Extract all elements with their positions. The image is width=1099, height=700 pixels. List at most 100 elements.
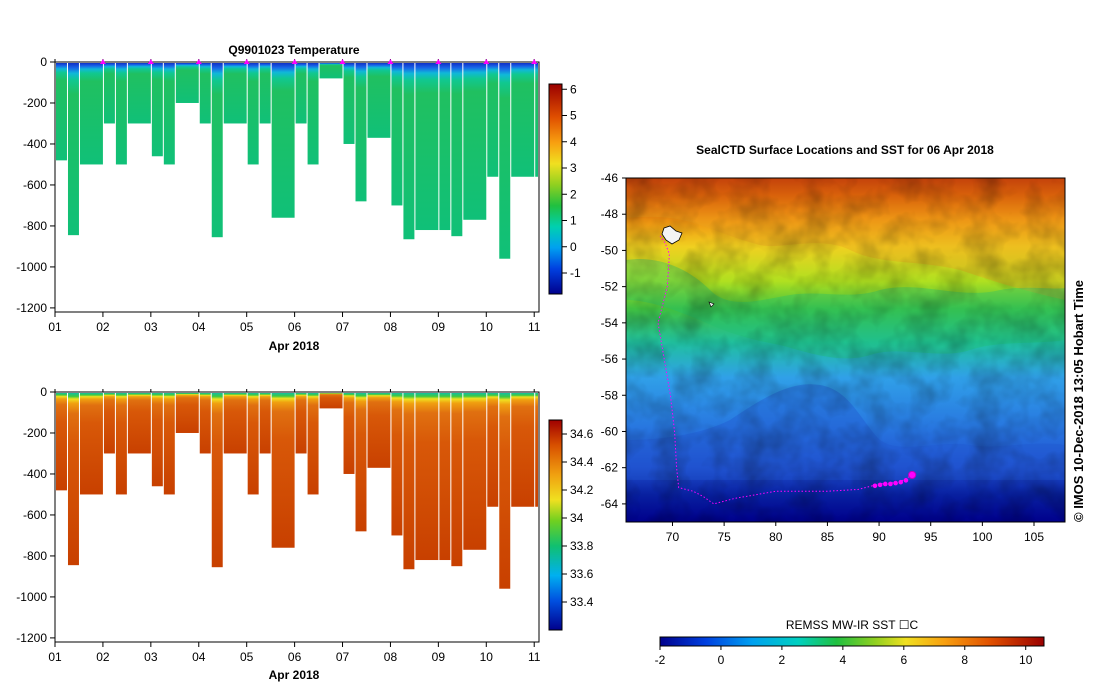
y-tick-label: -200 <box>23 96 47 110</box>
colorbar-tick-label: 33.6 <box>570 567 594 581</box>
colorbar-tick-label: 2 <box>570 187 577 201</box>
surface-markers <box>99 59 538 64</box>
profile-column <box>79 63 103 165</box>
x-tick-label: 01 <box>48 320 62 334</box>
profile-column <box>355 393 367 532</box>
sst-map-lat-ticks: -46 -48 -50 -52 -54 -56 -58 -60 -62 -64 <box>601 171 626 511</box>
colorbar-tick-label: 0 <box>570 240 577 254</box>
profile-column <box>295 393 307 454</box>
lat-tick-label: -56 <box>601 352 619 366</box>
temperature-colorbar-ticks: -1 0 1 2 3 4 5 6 <box>562 82 581 280</box>
temperature-colorbar <box>548 83 563 295</box>
imos-credit: © IMOS 10-Dec-2018 13:05 Hobart Time <box>1071 280 1086 522</box>
profile-column <box>307 63 319 165</box>
y-tick-label: -600 <box>23 178 47 192</box>
track-point <box>898 479 904 485</box>
animal-track <box>657 235 917 505</box>
last-position-marker <box>908 470 917 480</box>
sst-map-frame <box>625 177 1066 523</box>
profile-column <box>367 63 391 138</box>
lat-tick-label: -64 <box>601 497 619 511</box>
lon-tick-label: 70 <box>666 530 680 544</box>
profile-column <box>451 393 463 567</box>
profile-column <box>56 393 67 491</box>
x-tick-label: 03 <box>144 650 158 664</box>
x-tick-label: 04 <box>192 650 206 664</box>
surface-marker <box>99 59 106 64</box>
profile-column <box>439 393 451 561</box>
y-tick-label: -1200 <box>16 631 47 645</box>
profile-column <box>463 393 487 550</box>
heard-island <box>708 301 715 308</box>
lon-tick-label: 95 <box>924 530 938 544</box>
lon-tick-label: 80 <box>769 530 783 544</box>
profile-column <box>499 393 511 589</box>
y-tick-label: -200 <box>23 426 47 440</box>
y-tick-label: -1200 <box>16 301 47 315</box>
profile-column <box>511 63 535 177</box>
track-point <box>872 483 878 489</box>
salinity-x-label: Apr 2018 <box>269 668 320 682</box>
profile-column <box>391 393 403 536</box>
profile-column <box>199 393 211 454</box>
profile-column <box>247 393 259 495</box>
kerguelen-island <box>661 225 683 245</box>
profile-column <box>175 393 199 433</box>
lon-tick-label: 85 <box>821 530 835 544</box>
profile-column <box>343 63 355 144</box>
y-tick-label: -1000 <box>16 260 47 274</box>
lat-tick-label: -58 <box>601 388 619 402</box>
temperature-x-ticks: 01 02 03 04 05 06 07 08 09 10 11 <box>48 59 541 334</box>
x-tick-label: 08 <box>384 320 398 334</box>
temperature-title: Q9901023 Temperature <box>228 43 360 57</box>
sst-colorbar-tick-label: 2 <box>779 653 786 667</box>
lat-tick-label: -62 <box>601 461 619 475</box>
profile-column <box>211 393 223 568</box>
sst-field <box>626 178 1065 522</box>
x-tick-label: 02 <box>96 650 110 664</box>
x-tick-label: 09 <box>432 320 446 334</box>
profile-column <box>151 393 163 487</box>
colorbar-tick-label: 3 <box>570 161 577 175</box>
profile-column <box>127 393 151 454</box>
lat-tick-label: -54 <box>601 316 619 330</box>
profile-column <box>367 393 391 468</box>
x-tick-label: 10 <box>480 320 494 334</box>
profile-column <box>259 393 271 454</box>
x-tick-label: 04 <box>192 320 206 334</box>
profile-column <box>319 393 343 409</box>
profile-column <box>259 63 271 124</box>
salinity-y-ticks: 0 -200 -400 -600 -800 -1000 -1200 <box>16 385 55 645</box>
colorbar-tick-label: 6 <box>570 82 577 96</box>
colorbar-tick-label: 34.2 <box>570 483 594 497</box>
profile-column <box>439 63 451 231</box>
profile-column <box>319 63 343 79</box>
profile-column <box>67 63 79 236</box>
colorbar-tick-label: 1 <box>570 214 577 228</box>
profile-column <box>415 63 439 231</box>
salinity-x-ticks: 01 02 03 04 05 06 07 08 09 10 11 <box>48 389 541 664</box>
x-tick-label: 03 <box>144 320 158 334</box>
profile-column <box>115 393 127 495</box>
temperature-panel: Q9901023 Temperature 0 -200 -400 -600 -800 -1… <box>16 43 581 353</box>
surface-marker <box>291 59 298 64</box>
profile-column <box>391 63 403 206</box>
sst-colorbar-label: REMSS MW-IR SST ☐C <box>786 618 919 632</box>
profile-column <box>247 63 259 165</box>
y-tick-label: 0 <box>40 385 47 399</box>
profile-column <box>415 393 439 561</box>
x-tick-label: 06 <box>288 650 302 664</box>
sst-colorbar-ticks: -2 0 2 4 6 8 10 <box>655 646 1033 667</box>
colorbar-tick-label: 34.6 <box>570 427 594 441</box>
lat-tick-label: -46 <box>601 171 619 185</box>
sst-colorbar-tick-label: 10 <box>1019 653 1033 667</box>
profile-column <box>295 63 307 124</box>
profile-column <box>163 393 175 495</box>
colorbar-tick-label: 4 <box>570 135 577 149</box>
track-point <box>888 481 893 487</box>
sst-colorbar-tick-label: -2 <box>655 653 666 667</box>
profile-column <box>151 63 163 157</box>
colorbar-tick-label: -1 <box>570 266 581 280</box>
colorbar-tick-label: 33.8 <box>570 539 594 553</box>
profile-column <box>499 63 511 259</box>
